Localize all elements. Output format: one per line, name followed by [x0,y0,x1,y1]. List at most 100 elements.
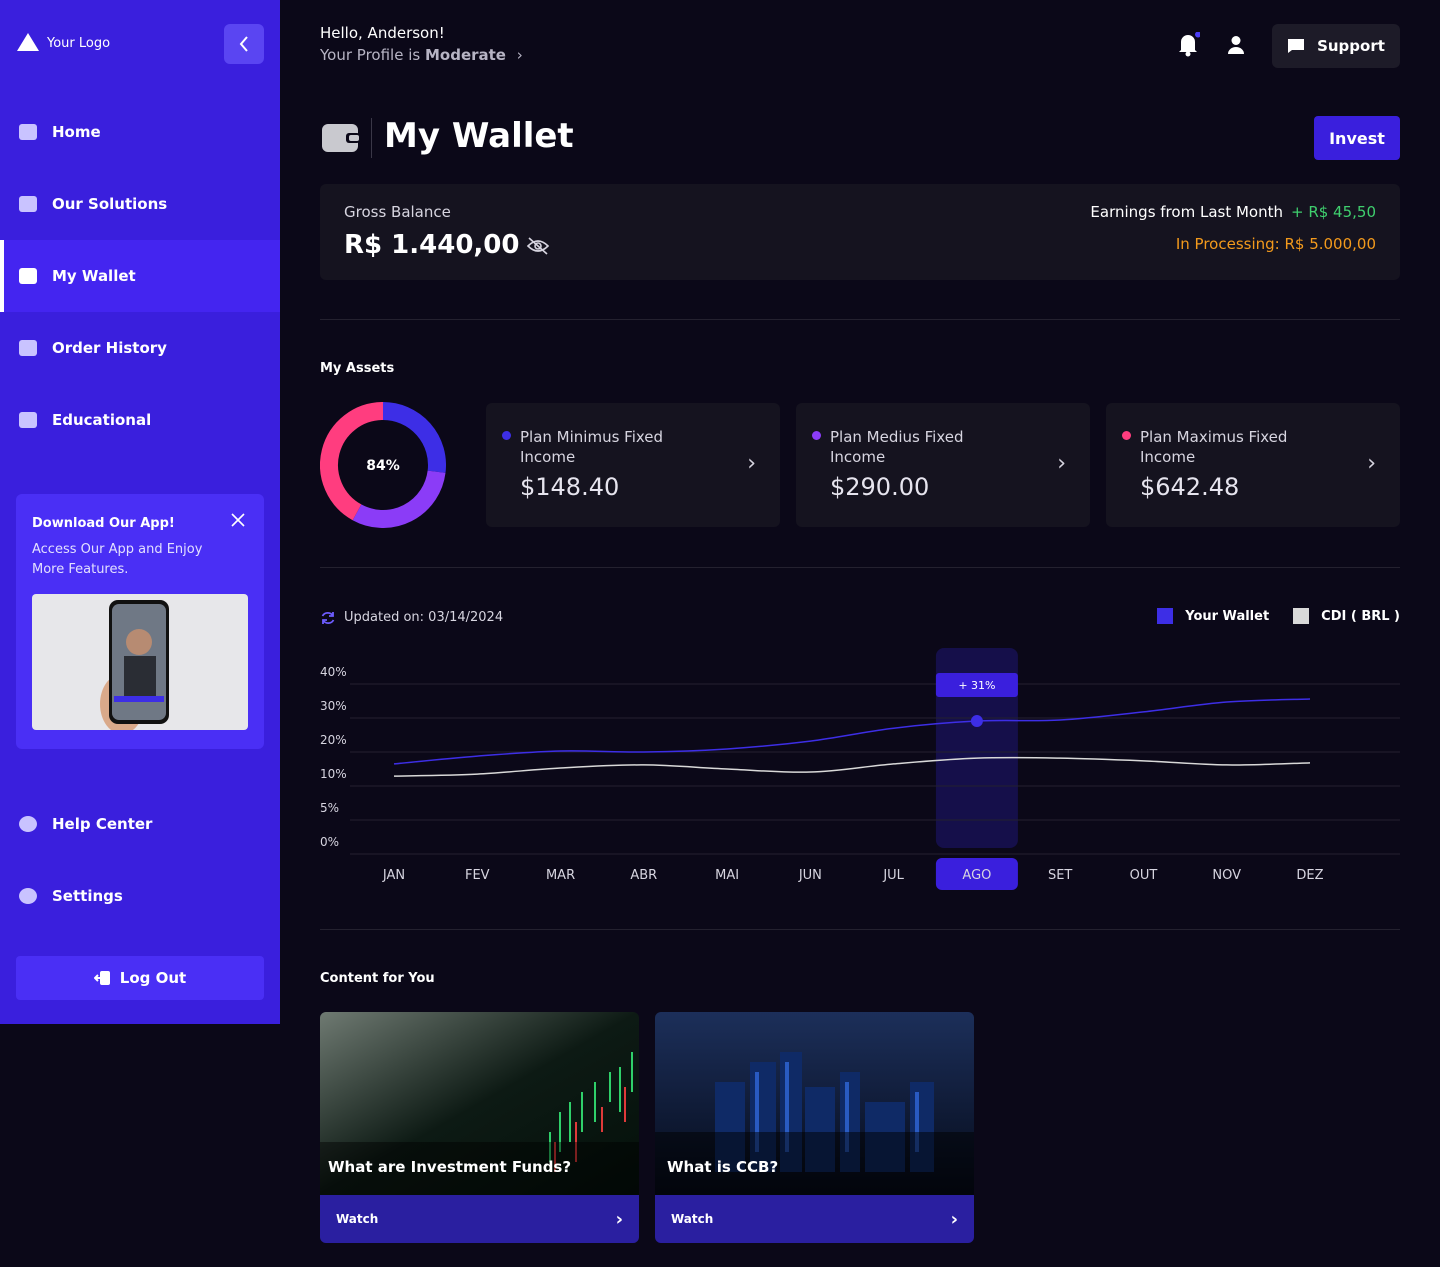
sidebar: Your Logo Download Our App! Access Our A… [0,0,280,1024]
nav-item[interactable]: Home [0,96,280,168]
donut-chart: 84% [320,402,446,528]
nav-icon [19,816,37,832]
plan-name: Plan Medius Fixed Income [830,428,964,466]
plan-dot [1122,431,1131,440]
chevron: › [747,451,756,476]
nav-item[interactable]: Our Solutions [0,168,280,240]
logo-text: Your Logo [47,36,111,51]
plan-dot [812,431,821,440]
x-tick-label[interactable]: FEV [465,868,490,883]
assets-title: My Assets [320,361,395,376]
plan-card[interactable]: Plan Medius Fixed Income $290.00 › [796,403,1090,527]
invest-button[interactable]: Invest [1314,116,1400,160]
nav-label: Educational [52,411,152,429]
plan-card[interactable]: Plan Minimus Fixed Income $148.40 › [486,403,780,527]
gross-value: R$ 1.440,00 [344,230,520,260]
page-title: My Wallet [384,116,574,156]
gross-label: Gross Balance [344,203,451,221]
content-card[interactable]: What is CCB? Watch › [655,1012,974,1243]
x-tick-label[interactable]: NOV [1212,868,1241,883]
y-tick-label: 5% [320,801,339,815]
plan-amount: $148.40 [520,473,620,501]
plan-card[interactable]: Plan Maximus Fixed Income $642.48 › [1106,403,1400,527]
nav-icon [19,340,37,356]
user-icon[interactable] [1226,35,1246,55]
x-tick-label[interactable]: ABR [630,868,657,883]
nav-item[interactable]: My Wallet [0,240,280,312]
donut-segment [352,470,446,528]
wallet-icon [322,124,360,152]
card-image [655,1012,974,1195]
x-tick-label[interactable]: JUN [798,868,822,883]
x-tick-label[interactable]: SET [1048,868,1072,883]
nav-item[interactable]: Help Center [0,788,280,860]
content-card[interactable]: What are Investment Funds? Watch › [320,1012,639,1243]
x-tick-label[interactable]: DEZ [1296,868,1323,883]
nav-item[interactable]: Educational [0,384,280,456]
legend-item: CDI ( BRL ) [1293,608,1400,624]
legend: Your Wallet CDI ( BRL ) [1157,608,1400,624]
nav-icon [19,268,37,284]
earnings-value: + R$ 45,50 [1290,203,1376,221]
logo-icon [17,33,39,51]
processing: In Processing: R$ 5.000,00 [1175,235,1376,253]
legend-swatch [1293,608,1310,624]
hide-balance-icon[interactable] [526,236,550,256]
chevron: › [1057,451,1066,476]
updated-text: Updated on: 03/14/2024 [344,610,504,625]
nav-item[interactable]: Order History [0,312,280,384]
plan-amount: $642.48 [1140,473,1240,501]
donut-segment [320,402,384,521]
balance-card: Gross Balance R$ 1.440,00 Earnings from … [320,184,1400,280]
watch-button[interactable]: Watch › [655,1195,974,1243]
annotation-box [935,673,1018,697]
series-line [393,756,1311,777]
donut-label: 84% [366,458,400,474]
highlight-point [970,715,983,728]
y-tick-label: 30% [320,699,347,713]
promo-text: Access Our App and Enjoy More Features. [32,542,203,577]
profile-value[interactable]: Moderate [424,46,506,64]
x-tick-label[interactable]: OUT [1130,868,1158,883]
profile-prefix: Your Profile is [320,46,421,64]
refresh-icon[interactable] [320,610,336,626]
watch-label: Watch [671,1212,714,1226]
earnings-row: Earnings from Last Month + R$ 45,50 [1090,203,1376,221]
notification-icon[interactable] [1176,32,1200,58]
plan-name: Plan Maximus Fixed Income [1140,428,1288,466]
x-tick-label[interactable]: MAI [715,868,739,883]
nav-label: My Wallet [52,267,136,285]
line-chart: 0% 5% 10% 20% 30% 40% JAN FEV MAR ABR MAI JUN JUL AGO… [320,648,1400,890]
nav-icon [19,196,37,212]
nav-icon [19,412,37,428]
y-tick-label: 20% [320,733,347,747]
card-image [320,1012,639,1195]
y-tick-label: 0% [320,835,339,849]
promo-title: Download Our App! [32,516,175,531]
divider [320,567,1400,568]
nav-label: Home [52,123,101,141]
plan-name: Plan Minimus Fixed Income [520,428,664,466]
collapse-button[interactable] [224,24,264,64]
highlight-column [935,648,1018,848]
x-tick-label[interactable]: JAN [382,868,405,883]
chevron: › [1367,451,1376,476]
card-title: What is CCB? [667,1158,779,1176]
close-button[interactable] [230,512,246,528]
card-title: What are Investment Funds? [328,1158,572,1176]
x-tick-label[interactable]: MAR [546,868,575,883]
content-title: Content for You [320,971,435,986]
logout-label: Log Out [119,969,187,987]
logout-button[interactable]: Log Out [16,956,264,1000]
x-tick-label[interactable]: AGO [962,868,991,883]
support-label: Support [1317,37,1385,55]
nav-icon [19,888,37,904]
support-button[interactable]: Support [1272,24,1400,68]
x-tick-label[interactable]: JUL [882,868,904,883]
promo-image [32,594,248,730]
watch-button[interactable]: Watch › [320,1195,639,1243]
annotation: + 31% [958,679,995,692]
nav-item[interactable]: Settings [0,860,280,932]
selected-month[interactable] [935,858,1018,890]
nav-label: Order History [52,339,167,357]
